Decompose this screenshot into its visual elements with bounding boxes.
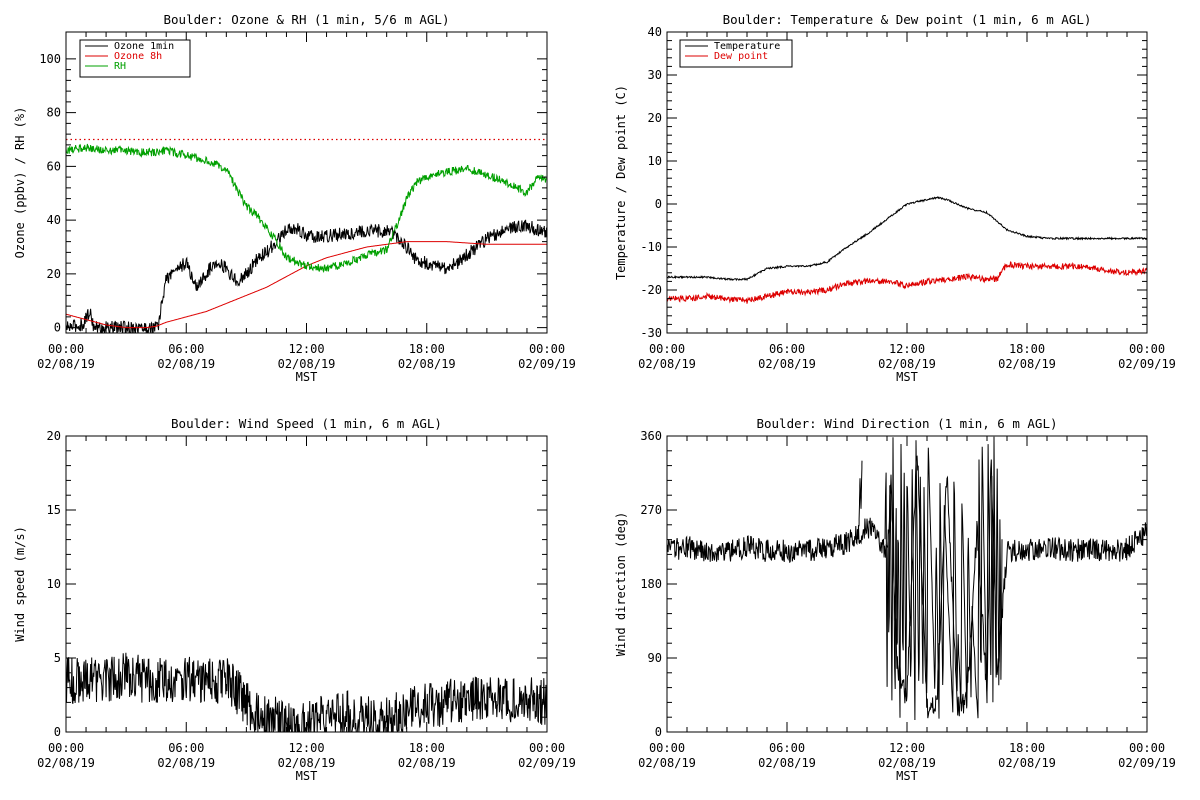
x-tick-label: 02/08/19 bbox=[37, 756, 95, 770]
data-series-line bbox=[667, 196, 1147, 282]
x-tick-label: 02/08/19 bbox=[878, 357, 936, 371]
x-tick-label: 00:00 bbox=[48, 342, 84, 356]
x-tick-label: 06:00 bbox=[168, 342, 204, 356]
data-series-line bbox=[66, 143, 547, 274]
x-axis-label: MST bbox=[296, 370, 318, 384]
x-tick-label: 18:00 bbox=[1009, 342, 1045, 356]
chart-title: Boulder: Wind Speed (1 min, 6 m AGL) bbox=[171, 416, 442, 431]
x-tick-label: 12:00 bbox=[288, 741, 324, 755]
y-tick-label: -20 bbox=[640, 283, 662, 297]
y-tick-label: 0 bbox=[54, 725, 61, 739]
chart-title: Boulder: Ozone & RH (1 min, 5/6 m AGL) bbox=[164, 12, 450, 27]
y-tick-label: 360 bbox=[640, 429, 662, 443]
panel-wind-direction: Boulder: Wind Direction (1 min, 6 m AGL)… bbox=[614, 416, 1176, 783]
y-tick-label: 5 bbox=[54, 651, 61, 665]
legend-label: Temperature bbox=[714, 41, 780, 52]
x-tick-label: 00:00 bbox=[529, 342, 565, 356]
y-tick-label: 180 bbox=[640, 577, 662, 591]
x-tick-label: 02/09/19 bbox=[518, 756, 576, 770]
x-tick-label: 02/08/19 bbox=[638, 357, 696, 371]
y-axis-label: Wind speed (m/s) bbox=[13, 526, 27, 642]
chart-title: Boulder: Temperature & Dew point (1 min,… bbox=[723, 12, 1092, 27]
y-tick-label: 10 bbox=[648, 154, 662, 168]
x-tick-label: 00:00 bbox=[1129, 741, 1165, 755]
x-tick-label: 02/08/19 bbox=[998, 756, 1056, 770]
x-tick-label: 18:00 bbox=[1009, 741, 1045, 755]
x-tick-label: 18:00 bbox=[409, 342, 445, 356]
plot-frame bbox=[666, 31, 1148, 334]
x-tick-label: 12:00 bbox=[889, 342, 925, 356]
x-tick-label: 02/08/19 bbox=[278, 357, 336, 371]
x-tick-label: 02/08/19 bbox=[998, 357, 1056, 371]
panel-temperature-dewpoint: Boulder: Temperature & Dew point (1 min,… bbox=[614, 12, 1176, 384]
y-tick-label: 20 bbox=[648, 111, 662, 125]
x-tick-label: 02/08/19 bbox=[758, 357, 816, 371]
x-tick-label: 06:00 bbox=[168, 741, 204, 755]
y-tick-label: 10 bbox=[47, 577, 61, 591]
data-series-line bbox=[884, 436, 1003, 721]
x-tick-label: 02/08/19 bbox=[638, 756, 696, 770]
legend-label: Ozone 8h bbox=[114, 51, 162, 62]
x-tick-label: 00:00 bbox=[649, 741, 685, 755]
x-axis-label: MST bbox=[896, 370, 918, 384]
x-tick-label: 18:00 bbox=[409, 741, 445, 755]
x-tick-label: 02/09/19 bbox=[518, 357, 576, 371]
y-tick-label: 90 bbox=[648, 651, 662, 665]
data-series-line bbox=[66, 219, 547, 333]
y-tick-label: -10 bbox=[640, 240, 662, 254]
y-tick-label: 15 bbox=[47, 503, 61, 517]
x-tick-label: 00:00 bbox=[1129, 342, 1165, 356]
chart-title: Boulder: Wind Direction (1 min, 6 m AGL) bbox=[756, 416, 1057, 431]
x-tick-label: 00:00 bbox=[529, 741, 565, 755]
x-tick-label: 02/08/19 bbox=[157, 756, 215, 770]
y-axis-label: Ozone (ppbv) / RH (%) bbox=[13, 107, 27, 259]
x-tick-label: 02/09/19 bbox=[1118, 357, 1176, 371]
x-tick-label: 06:00 bbox=[769, 741, 805, 755]
x-tick-label: 02/08/19 bbox=[758, 756, 816, 770]
x-tick-label: 12:00 bbox=[288, 342, 324, 356]
y-axis-label: Temperature / Dew point (C) bbox=[614, 85, 628, 280]
x-tick-label: 06:00 bbox=[769, 342, 805, 356]
y-tick-label: -30 bbox=[640, 326, 662, 340]
panel-ozone-rh: Boulder: Ozone & RH (1 min, 5/6 m AGL)00… bbox=[13, 12, 576, 384]
panel-wind-speed: Boulder: Wind Speed (1 min, 6 m AGL) 00:0… bbox=[13, 416, 576, 783]
data-series-line bbox=[66, 652, 547, 732]
y-tick-label: 0 bbox=[54, 321, 61, 335]
x-tick-label: 02/08/19 bbox=[398, 756, 456, 770]
legend-box bbox=[679, 39, 793, 68]
x-axis-label: MST bbox=[896, 769, 918, 783]
x-tick-label: 02/09/19 bbox=[1118, 756, 1176, 770]
x-tick-label: 02/08/19 bbox=[37, 357, 95, 371]
y-tick-label: 100 bbox=[39, 52, 61, 66]
x-tick-label: 02/08/19 bbox=[398, 357, 456, 371]
y-tick-label: 30 bbox=[648, 68, 662, 82]
x-tick-label: 02/08/19 bbox=[878, 756, 936, 770]
data-series-line bbox=[858, 460, 863, 527]
legend-label: Ozone 1min bbox=[114, 41, 174, 52]
x-tick-label: 12:00 bbox=[889, 741, 925, 755]
y-tick-label: 0 bbox=[655, 725, 662, 739]
legend-label: Dew point bbox=[714, 51, 768, 62]
x-tick-label: 00:00 bbox=[649, 342, 685, 356]
data-series-line bbox=[667, 455, 1147, 719]
data-series-line bbox=[667, 261, 1147, 304]
x-tick-label: 00:00 bbox=[48, 741, 84, 755]
y-tick-label: 20 bbox=[47, 429, 61, 443]
y-tick-label: 60 bbox=[47, 159, 61, 173]
y-tick-label: 0 bbox=[655, 197, 662, 211]
y-tick-label: 20 bbox=[47, 267, 61, 281]
y-axis-label: Wind direction (deg) bbox=[614, 512, 628, 657]
y-tick-label: 40 bbox=[648, 25, 662, 39]
x-axis-label: MST bbox=[296, 769, 318, 783]
x-tick-label: 02/08/19 bbox=[157, 357, 215, 371]
x-tick-label: 02/08/19 bbox=[278, 756, 336, 770]
y-tick-label: 270 bbox=[640, 503, 662, 517]
y-tick-label: 40 bbox=[47, 213, 61, 227]
y-tick-label: 80 bbox=[47, 106, 61, 120]
legend-label: RH bbox=[114, 61, 126, 72]
